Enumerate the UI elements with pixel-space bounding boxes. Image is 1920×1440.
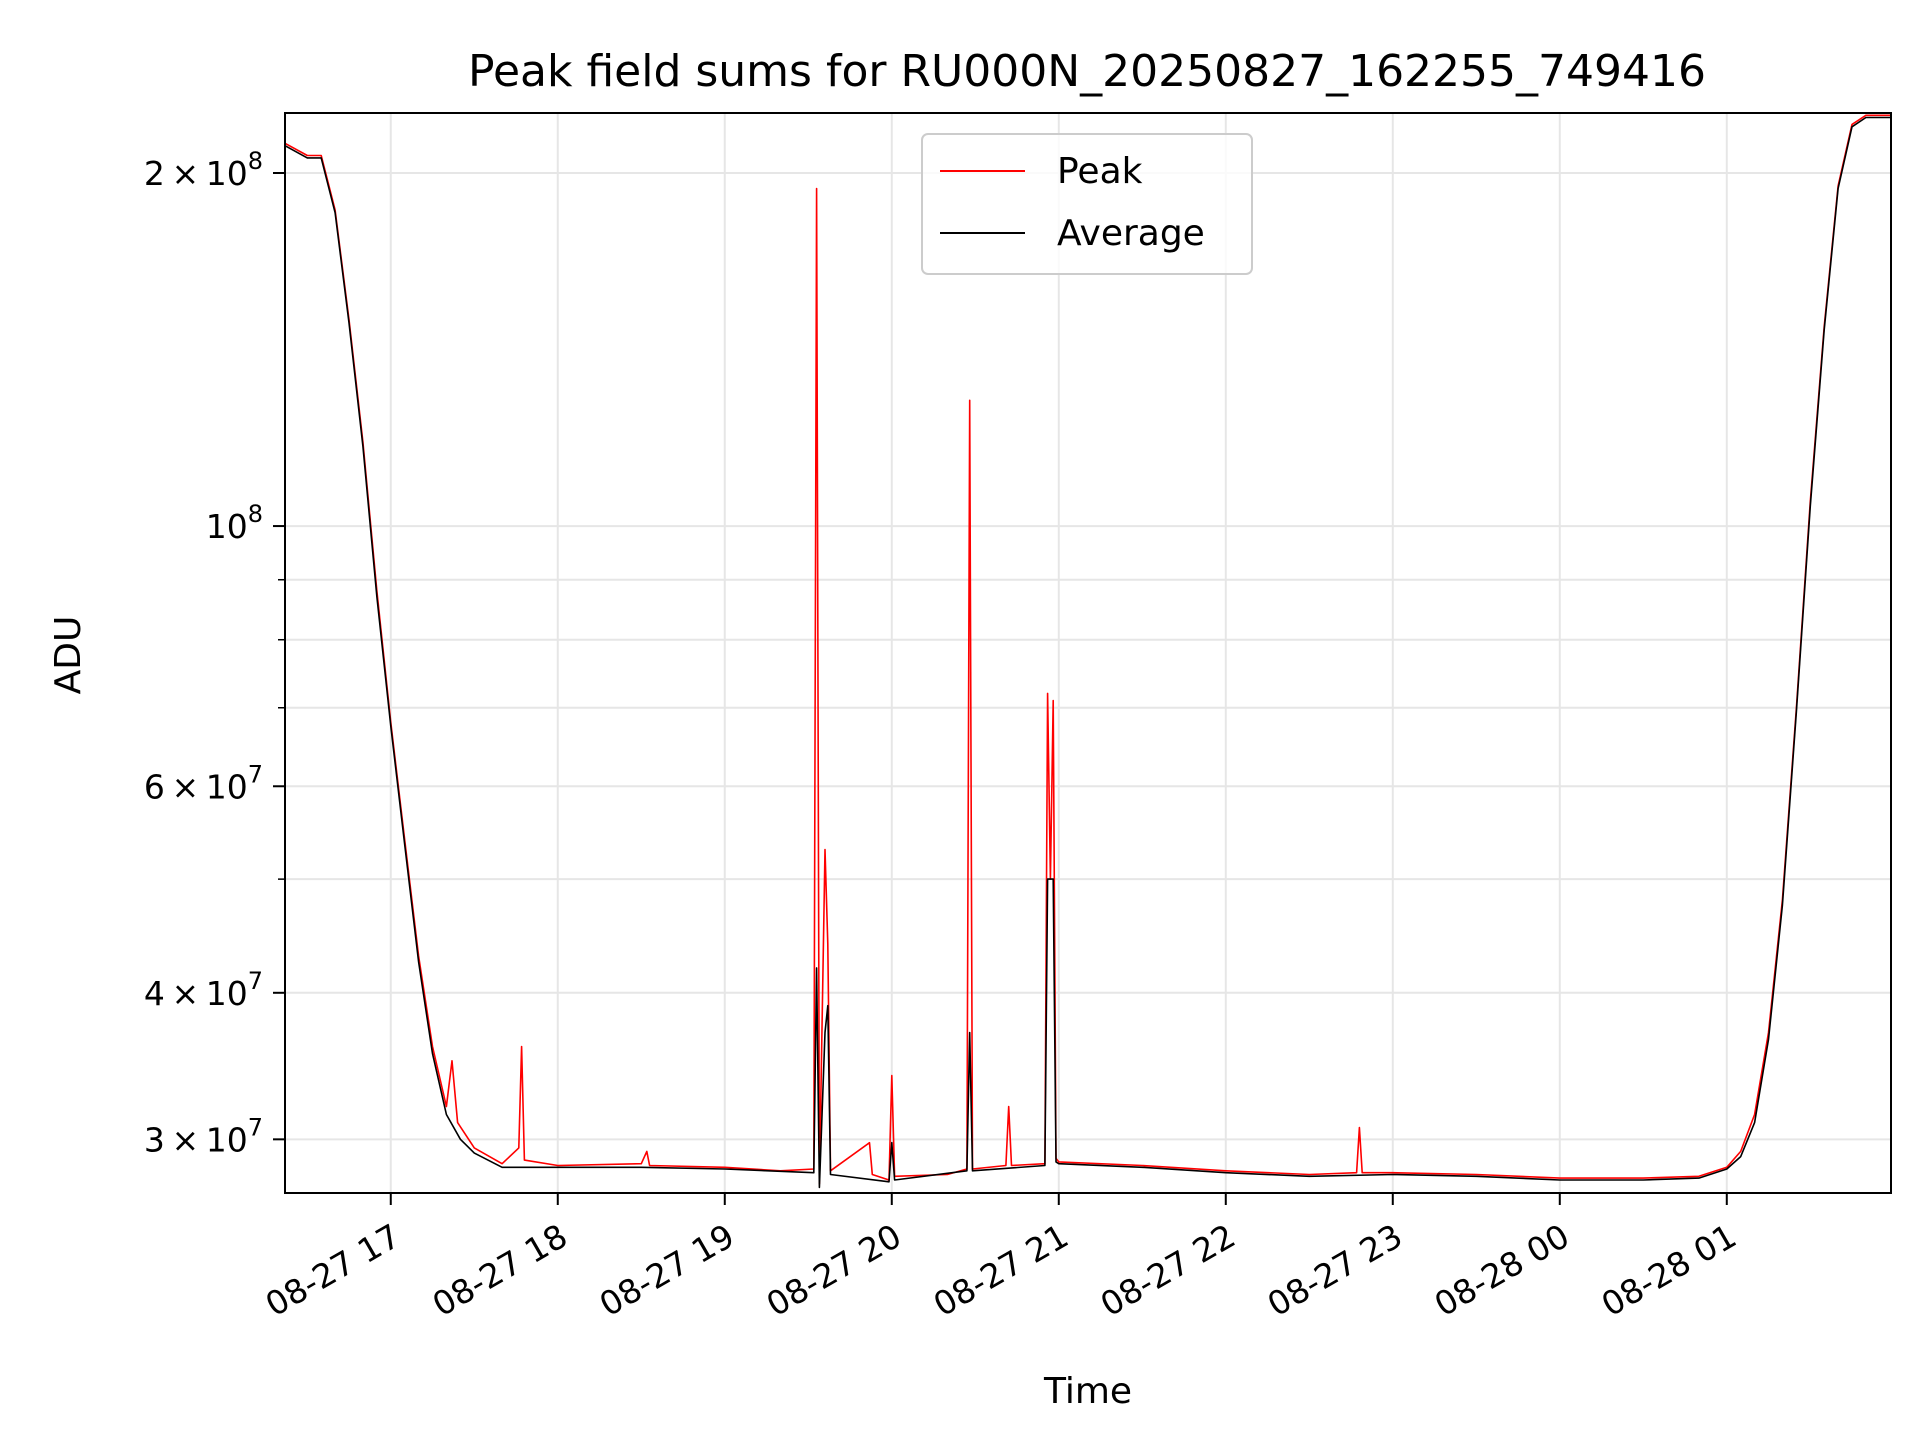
chart-title: Peak field sums for RU000N_20250827_1622… [468, 46, 1706, 97]
x-axis-label: Time [1043, 1371, 1132, 1412]
y-tick-label: 3 × 107 [144, 1113, 263, 1159]
legend: Peak Average [921, 133, 1253, 275]
y-tick-label: 6 × 107 [144, 760, 263, 806]
series-line-average [284, 116, 1891, 1189]
axes-frame [284, 112, 1892, 1194]
legend-label-peak: Peak [1057, 151, 1143, 192]
series-layer [284, 114, 1891, 1189]
y-tick-label: 108 [206, 500, 263, 546]
legend-label-average: Average [1057, 213, 1205, 254]
legend-frame [921, 133, 1253, 275]
y-tick-label: 4 × 107 [144, 967, 263, 1013]
series-line-peak [284, 114, 1891, 1185]
y-axis-ticks: 3 × 107 4 × 107 6 × 107 108 2 × 108 [144, 147, 285, 1159]
y-tick-label: 2 × 108 [144, 147, 263, 193]
y-axis-label: ADU [48, 616, 89, 695]
